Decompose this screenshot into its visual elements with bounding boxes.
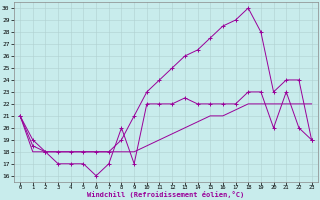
X-axis label: Windchill (Refroidissement éolien,°C): Windchill (Refroidissement éolien,°C) bbox=[87, 191, 244, 198]
